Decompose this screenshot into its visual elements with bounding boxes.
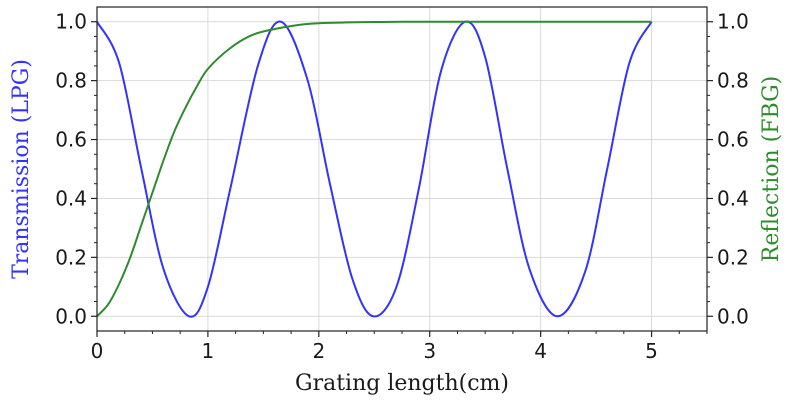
- x-tick-label: 4: [534, 339, 547, 363]
- x-tick-label: 0: [91, 339, 104, 363]
- y-axis-label-left: Transmission (LPG): [9, 59, 34, 279]
- y-tick-label-left: 1.0: [55, 10, 87, 34]
- y-tick-label-right: 0.0: [717, 304, 749, 328]
- x-tick-label: 2: [312, 339, 325, 363]
- y-tick-label-left: 0.4: [55, 186, 87, 210]
- y-tick-label-left: 0.0: [55, 304, 87, 328]
- x-tick-label: 5: [645, 339, 658, 363]
- series-layer: [96, 20, 653, 318]
- y-tick-label-left: 0.6: [55, 128, 87, 152]
- y-tick-label-right: 1.0: [717, 10, 749, 34]
- plot-frame: [96, 6, 708, 332]
- y-tick-label-left: 0.8: [55, 69, 87, 93]
- series-line-transmission: [96, 20, 653, 318]
- y-tick-label-right: 0.2: [717, 245, 749, 269]
- series-line-reflection: [96, 20, 652, 317]
- y-tick-label-right: 0.8: [717, 69, 749, 93]
- y-tick-label-left: 0.2: [55, 245, 87, 269]
- y-axis-label-right: Reflection (FBG): [759, 76, 784, 262]
- tick-labels: 0 1 2 3 4 5 0.0 0.0 0.2 0.2 0.4 0.4 0.6 0.6 0.8 0.8 1.0 1…: [55, 10, 749, 363]
- grid: [96, 7, 707, 331]
- ticks: [91, 21, 713, 337]
- y-tick-label-right: 0.4: [717, 186, 749, 210]
- x-tick-label: 1: [202, 339, 215, 363]
- y-tick-label-right: 0.6: [717, 128, 749, 152]
- x-tick-label: 3: [423, 339, 436, 363]
- x-axis-label: Grating length(cm): [295, 371, 509, 396]
